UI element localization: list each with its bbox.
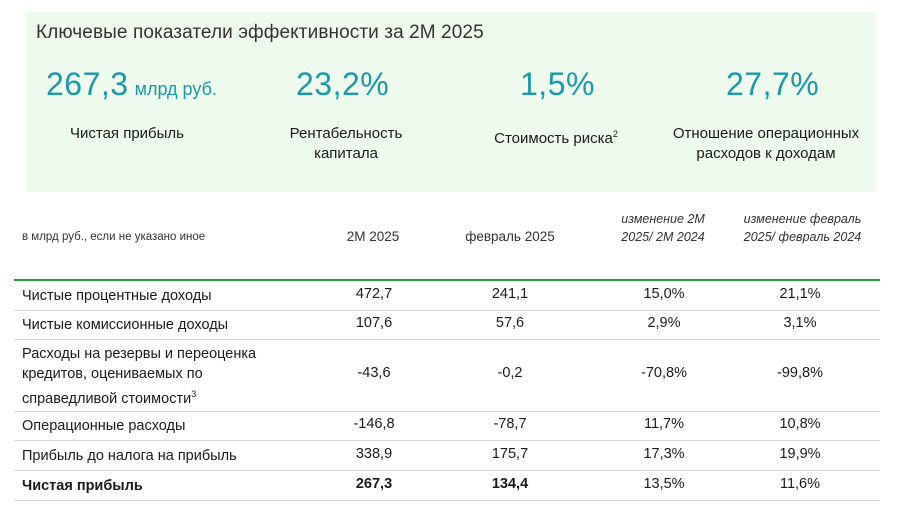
table-row-total: Чистая прибыль 267,3 134,4 13,5% 11,6% bbox=[14, 471, 880, 501]
kpi-roe: 23,2% bbox=[296, 66, 389, 103]
kpi-panel: Ключевые показатели эффективности за 2М … bbox=[26, 12, 876, 192]
kpi-net-profit: 267,3 млрд руб. bbox=[46, 66, 217, 103]
kpi-label-roe: Рентабельность капитала bbox=[289, 125, 403, 162]
footnote-mark: 3 bbox=[191, 389, 197, 399]
table-header: в млрд руб., если не указано иное 2М 202… bbox=[0, 200, 908, 280]
kpi-label-cost-of-risk: Стоимость риска2 bbox=[494, 129, 618, 147]
kpi-value: 267,3 bbox=[46, 66, 129, 102]
header-col-change-feb: изменение февраль 2025/ февраль 2024 bbox=[743, 212, 862, 244]
row-label: Расходы на резервы и переоценка кредитов… bbox=[22, 346, 257, 407]
header-note: в млрд руб., если не указано иное bbox=[22, 231, 206, 243]
kpi-title: Ключевые показатели эффективности за 2М … bbox=[36, 22, 484, 43]
table-row: Чистые комиссионные доходы 107,6 57,6 2,… bbox=[14, 311, 880, 340]
footnote-mark: 2 bbox=[612, 129, 618, 139]
kpi-cir: 27,7% bbox=[726, 66, 819, 103]
kpi-label-cir: Отношение операционных расходов к дохода… bbox=[672, 125, 860, 162]
table-row: Расходы на резервы и переоценка кредитов… bbox=[14, 340, 880, 412]
header-col-feb-2025: февраль 2025 bbox=[465, 229, 555, 244]
table-row: Операционные расходы -146,8 -78,7 11,7% … bbox=[14, 412, 880, 441]
kpi-value: 23,2% bbox=[296, 66, 390, 102]
header-col-2m-2025: 2М 2025 bbox=[346, 229, 400, 244]
header-col-change-2m: изменение 2М 2025/ 2М 2024 bbox=[621, 212, 705, 244]
kpi-label-net-profit: Чистая прибыль bbox=[70, 125, 184, 142]
kpi-value: 27,7% bbox=[726, 66, 820, 102]
kpi-cost-of-risk: 1,5% bbox=[520, 66, 595, 103]
kpi-value: 1,5% bbox=[520, 66, 595, 102]
header-divider bbox=[14, 279, 880, 281]
kpi-unit: млрд руб. bbox=[134, 79, 217, 99]
table-row: Прибыль до налога на прибыль 338,9 175,7… bbox=[14, 441, 880, 471]
table-row: Чистые процентные доходы 472,7 241,1 15,… bbox=[14, 282, 880, 311]
